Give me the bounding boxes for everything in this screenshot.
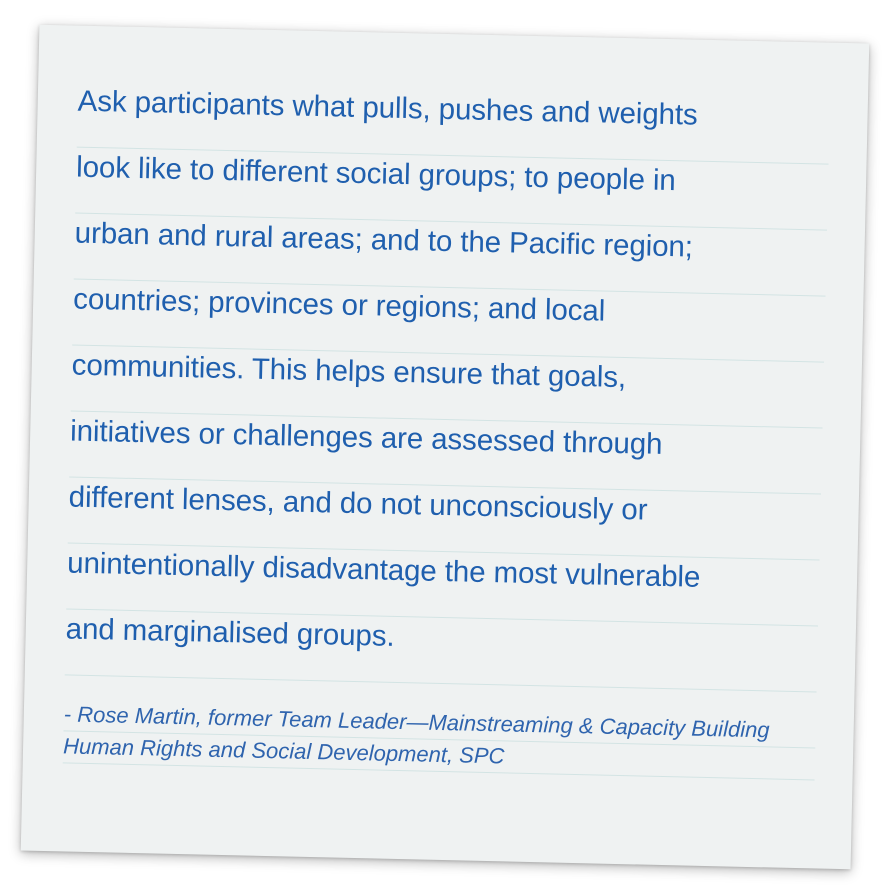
quote-text: Ask participants what pulls, pushes and …: [64, 81, 831, 693]
quote-attribution: - Rose Martin, former Team Leader—Mainst…: [62, 699, 816, 781]
quote-card: Ask participants what pulls, pushes and …: [20, 24, 870, 870]
